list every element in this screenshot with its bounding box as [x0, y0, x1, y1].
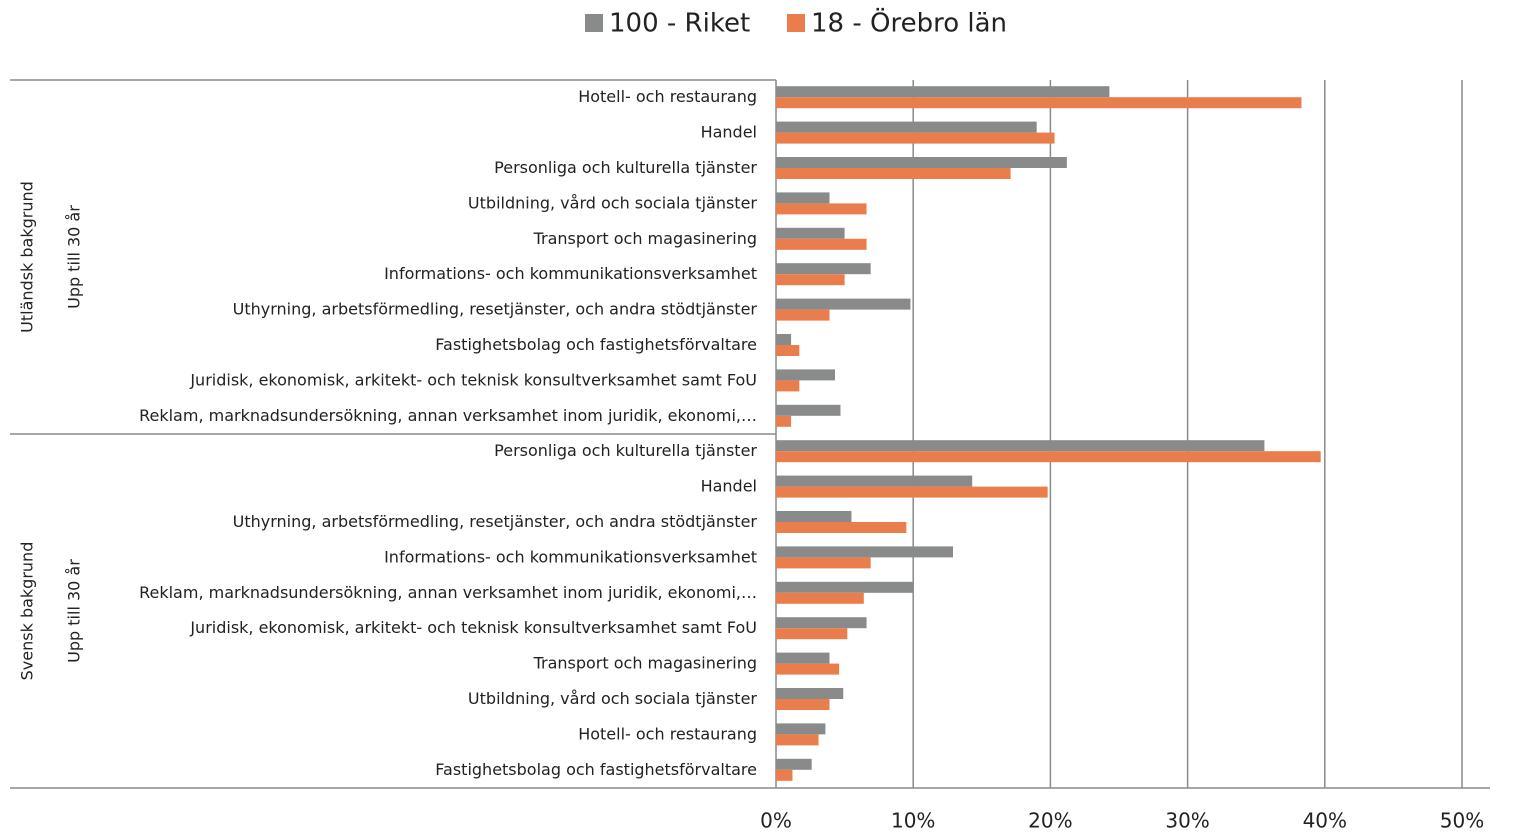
bar — [776, 263, 871, 275]
x-tick-label: 10% — [891, 809, 935, 833]
bar — [776, 369, 835, 381]
bar — [776, 475, 973, 487]
bar — [776, 511, 852, 522]
bar — [776, 486, 1048, 498]
category-label: Hotell- och restaurang — [578, 724, 757, 743]
bar — [776, 168, 1011, 179]
x-tick-label: 30% — [1165, 809, 1209, 833]
x-tick-label: 0% — [760, 809, 792, 833]
x-tick-label: 40% — [1303, 809, 1347, 833]
legend-swatch — [787, 14, 805, 32]
category-label: Reklam, marknadsundersökning, annan verk… — [139, 406, 757, 425]
bar — [776, 592, 864, 604]
category-label: Fastighetsbolag och fastighetsförvaltare — [435, 760, 757, 779]
bar — [776, 345, 800, 356]
bar — [776, 699, 830, 710]
bar — [776, 734, 819, 746]
legend-swatch — [585, 14, 603, 32]
bar — [776, 769, 793, 781]
bar — [776, 415, 792, 427]
bar — [776, 121, 1037, 133]
x-tick-label: 50% — [1440, 809, 1484, 833]
subgroup-label: Upp till 30 år — [65, 559, 84, 663]
category-label: Transport och magasinering — [533, 229, 757, 248]
bar — [776, 97, 1302, 109]
bar — [776, 663, 840, 675]
category-label: Reklam, marknadsundersökning, annan verk… — [139, 583, 757, 602]
bar — [776, 334, 792, 345]
bar — [776, 298, 911, 310]
category-label: Juridisk, ekonomisk, arkitekt- och tekni… — [189, 618, 757, 637]
category-label: Hotell- och restaurang — [578, 87, 757, 106]
bar — [776, 617, 867, 629]
bar — [776, 581, 914, 593]
bar — [776, 628, 848, 640]
category-label: Fastighetsbolag och fastighetsförvaltare — [435, 335, 757, 354]
bar — [776, 557, 871, 569]
bar — [776, 274, 845, 286]
bar — [776, 440, 1265, 452]
bar — [776, 132, 1055, 144]
bar — [776, 404, 841, 416]
bar — [776, 758, 812, 770]
legend-label: 100 - Riket — [609, 9, 750, 39]
category-label: Handel — [701, 123, 757, 142]
bar — [776, 451, 1321, 463]
bar — [776, 723, 826, 735]
legend-label: 18 - Örebro län — [811, 7, 1007, 39]
category-label: Uthyrning, arbetsförmedling, resetjänste… — [233, 512, 758, 531]
bar — [776, 652, 830, 664]
category-label: Informations- och kommunikationsverksamh… — [384, 264, 757, 283]
bar — [776, 157, 1067, 168]
group-label: Svensk bakgrund — [18, 542, 37, 681]
category-label: Handel — [701, 477, 757, 496]
category-label: Utbildning, vård och sociala tjänster — [468, 689, 757, 708]
x-tick-label: 20% — [1028, 809, 1072, 833]
bar — [776, 522, 907, 533]
category-label: Personliga och kulturella tjänster — [494, 441, 757, 460]
bar — [776, 86, 1110, 98]
subgroup-label: Upp till 30 år — [65, 205, 84, 309]
bar — [776, 227, 845, 239]
bar — [776, 203, 867, 215]
bar — [776, 192, 830, 204]
bar — [776, 688, 844, 699]
bar — [776, 309, 830, 321]
category-label: Utbildning, vård och sociala tjänster — [468, 193, 757, 212]
category-label: Transport och magasinering — [533, 654, 757, 673]
bar — [776, 380, 800, 392]
category-label: Informations- och kommunikationsverksamh… — [384, 547, 757, 566]
group-label: Utländsk bakgrund — [18, 181, 37, 333]
category-label: Personliga och kulturella tjänster — [494, 158, 757, 177]
category-label: Uthyrning, arbetsförmedling, resetjänste… — [233, 300, 758, 319]
bar — [776, 546, 953, 558]
bar — [776, 238, 867, 250]
category-label: Juridisk, ekonomisk, arkitekt- och tekni… — [189, 370, 757, 389]
